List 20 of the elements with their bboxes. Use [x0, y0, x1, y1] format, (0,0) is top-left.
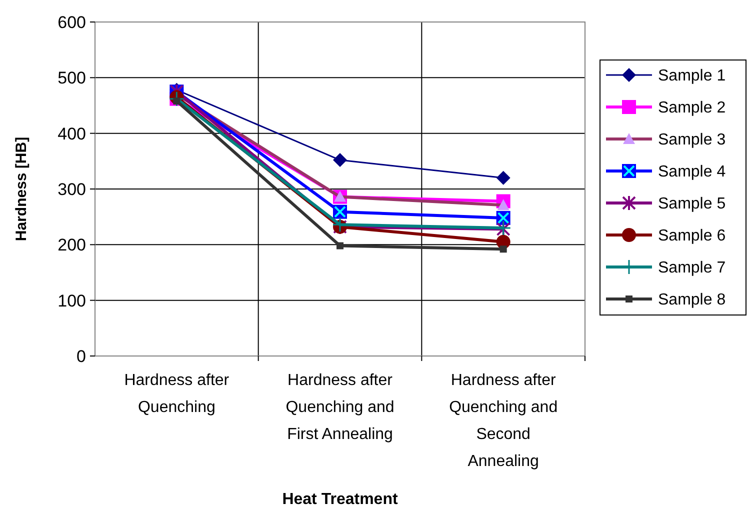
legend-label: Sample 2: [658, 100, 726, 117]
x-tick-label: Hardness after Quenching and First Annealing: [286, 372, 394, 443]
y-tick-label: 600: [58, 12, 86, 32]
y-axis-title: Hardness [HB]: [13, 136, 30, 242]
legend-label: Sample 3: [658, 132, 726, 149]
y-tick-label: 0: [76, 346, 86, 366]
legend-label: Sample 4: [658, 164, 726, 181]
legend-label: Sample 8: [658, 292, 726, 309]
x-tick-label: Hardness after Quenching and Second Annealing: [449, 372, 558, 470]
legend-label: Sample 5: [658, 196, 726, 213]
y-tick-label: 100: [58, 291, 86, 310]
legend-label: Sample 1: [658, 68, 726, 85]
legend-label: Sample 7: [658, 260, 726, 277]
y-tick-label: 400: [58, 124, 86, 144]
x-axis-title: Heat Treatment: [282, 491, 398, 508]
y-tick-label: 500: [58, 68, 86, 88]
y-tick-label: 200: [58, 236, 86, 255]
x-tick-label: Hardness after Quenching: [124, 372, 230, 416]
legend-label: Sample 6: [658, 228, 726, 245]
y-tick-label: 300: [58, 180, 86, 199]
